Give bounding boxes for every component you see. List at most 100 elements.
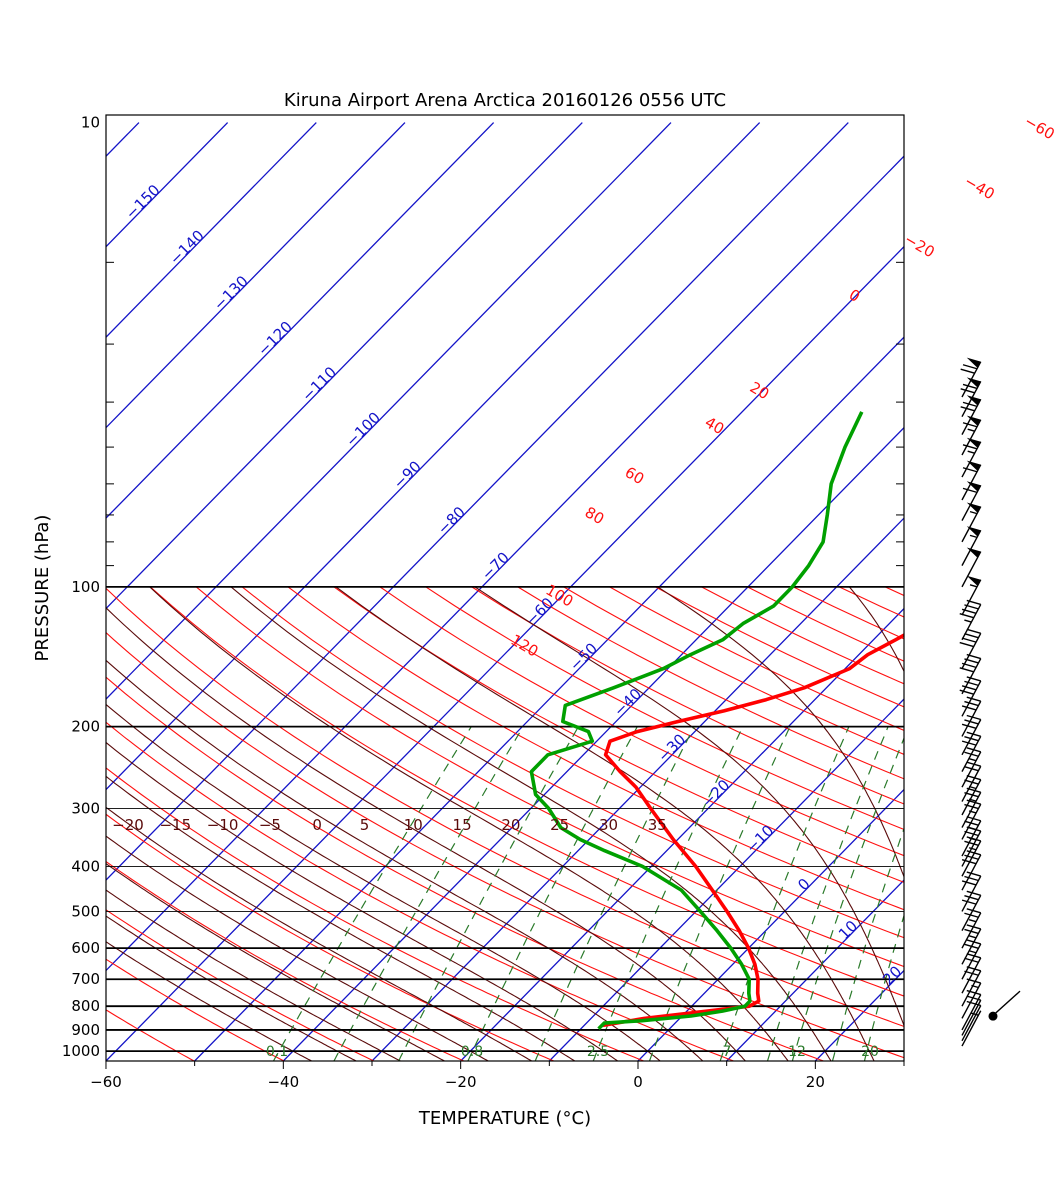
barb-staff (961, 854, 982, 891)
isotherm-line (371, 517, 904, 1061)
barb-feather (961, 723, 977, 729)
moist-adiabat-line (106, 703, 661, 1061)
barb-feather (961, 637, 977, 643)
barb-feather (960, 406, 975, 412)
isotherm-line (106, 122, 849, 881)
dry-adiabat-line (931, 587, 1062, 1061)
moist-adiabat-label: −15 (159, 816, 191, 834)
isotherm-line (194, 336, 904, 1061)
moist-adiabat-line (106, 941, 312, 1061)
x-axis-label: TEMPERATURE (°C) (418, 1108, 591, 1129)
moist-adiabat-label: 35 (648, 816, 667, 834)
isotherm-label: 10 (835, 917, 861, 943)
barb-staff (961, 719, 982, 756)
barb-staff (961, 779, 982, 816)
barb-feather (964, 680, 979, 687)
barb-staff (961, 875, 982, 912)
isotherm-line (106, 122, 406, 429)
barb-half-feather (968, 757, 977, 762)
barb-staff (961, 999, 982, 1036)
barb-half-feather (964, 619, 972, 623)
barb-feather (962, 444, 978, 450)
barb-feather (959, 641, 974, 648)
isotherm-label: −120 (254, 318, 296, 360)
barb-pennant (966, 357, 981, 368)
sounding-line (529, 411, 864, 1031)
moist-adiabat-line (474, 586, 904, 1028)
isotherm-line (106, 122, 495, 520)
moist-adiabat-label: 0 (312, 816, 322, 834)
barb-staff (961, 957, 982, 994)
mixing-ratio-line (467, 726, 638, 1061)
barb-staff (961, 506, 982, 543)
isotherm-label: −100 (342, 409, 384, 451)
wind-barb (988, 990, 1021, 1021)
moist-adiabat-label: 20 (501, 816, 520, 834)
moist-adiabat-line (106, 835, 489, 1061)
moist-adiabat-line (106, 607, 746, 1061)
moist-adiabat-line (657, 586, 904, 879)
mixing-ratio-label: 12 (788, 1044, 806, 1060)
isotherm-label: −150 (122, 181, 164, 223)
barb-feather (964, 700, 979, 707)
barb-staff (961, 894, 982, 931)
moist-adiabat-label: 5 (360, 816, 370, 834)
moist-adiabat-label: 10 (404, 816, 423, 834)
barb-staff (961, 361, 982, 398)
isotherm-label: −140 (166, 227, 208, 269)
x-tick-label: −40 (267, 1073, 299, 1091)
barb-half-feather (969, 584, 978, 588)
wind-barb (960, 377, 982, 418)
barb-feather (964, 970, 979, 976)
mixing-ratio-line (648, 726, 791, 1061)
barb-half-feather (969, 534, 978, 539)
dry-adiabat-line (471, 586, 904, 805)
isotherm-label: −70 (478, 548, 513, 583)
wind-barb (960, 357, 982, 398)
barb-staff (961, 1005, 982, 1042)
wind-barb (961, 1010, 982, 1047)
barb-feather (964, 912, 979, 918)
dry-adiabat-line (563, 586, 904, 755)
mixing-ratio-label: 0.1 (266, 1044, 288, 1060)
barb-feather (961, 740, 977, 746)
x-tick-label: −60 (90, 1073, 122, 1091)
isotherm-label: −40 (610, 685, 645, 720)
barb-staff (961, 680, 982, 717)
moist-adiabat-label: −20 (112, 816, 144, 834)
dry-adiabat-label: −60 (1021, 112, 1057, 143)
dry-adiabat-label: 20 (747, 378, 773, 403)
barb-pennant (966, 460, 981, 471)
barb-feather (966, 696, 981, 702)
moist-adiabat-line (106, 915, 357, 1061)
barb-half-feather (968, 826, 977, 831)
y-tick-label: 500 (71, 902, 100, 920)
wind-barb (961, 966, 982, 1007)
thermo-grid-lower (106, 586, 1062, 1061)
barb-feather (964, 719, 979, 725)
y-tick-label: 1000 (62, 1042, 100, 1060)
dry-adiabat-line (241, 586, 904, 939)
moist-adiabat-line (106, 741, 618, 1061)
wind-barb (961, 989, 982, 1031)
moist-adiabat-line (335, 586, 875, 1061)
barb-feather (961, 705, 977, 711)
dry-adiabat-line (106, 909, 375, 1061)
mixing-ratio-line (272, 726, 472, 1061)
sounding-line (602, 633, 904, 1028)
dry-adiabat-line (517, 586, 904, 780)
barb-feather (961, 880, 977, 886)
barb-staff (961, 928, 982, 965)
moist-adiabat-label: 25 (550, 816, 569, 834)
barb-feather (966, 676, 981, 682)
isotherm-label: −80 (434, 503, 469, 538)
dry-adiabat-line (106, 587, 904, 1028)
barb-staff (961, 803, 982, 840)
moist-adiabat-label: 15 (453, 816, 472, 834)
wind-barb (961, 731, 982, 772)
y-tick-label: 10 (81, 114, 100, 132)
pressure-lines (106, 585, 904, 1053)
dry-adiabat-line (977, 587, 1062, 1061)
dry-adiabat-line (106, 813, 555, 1061)
